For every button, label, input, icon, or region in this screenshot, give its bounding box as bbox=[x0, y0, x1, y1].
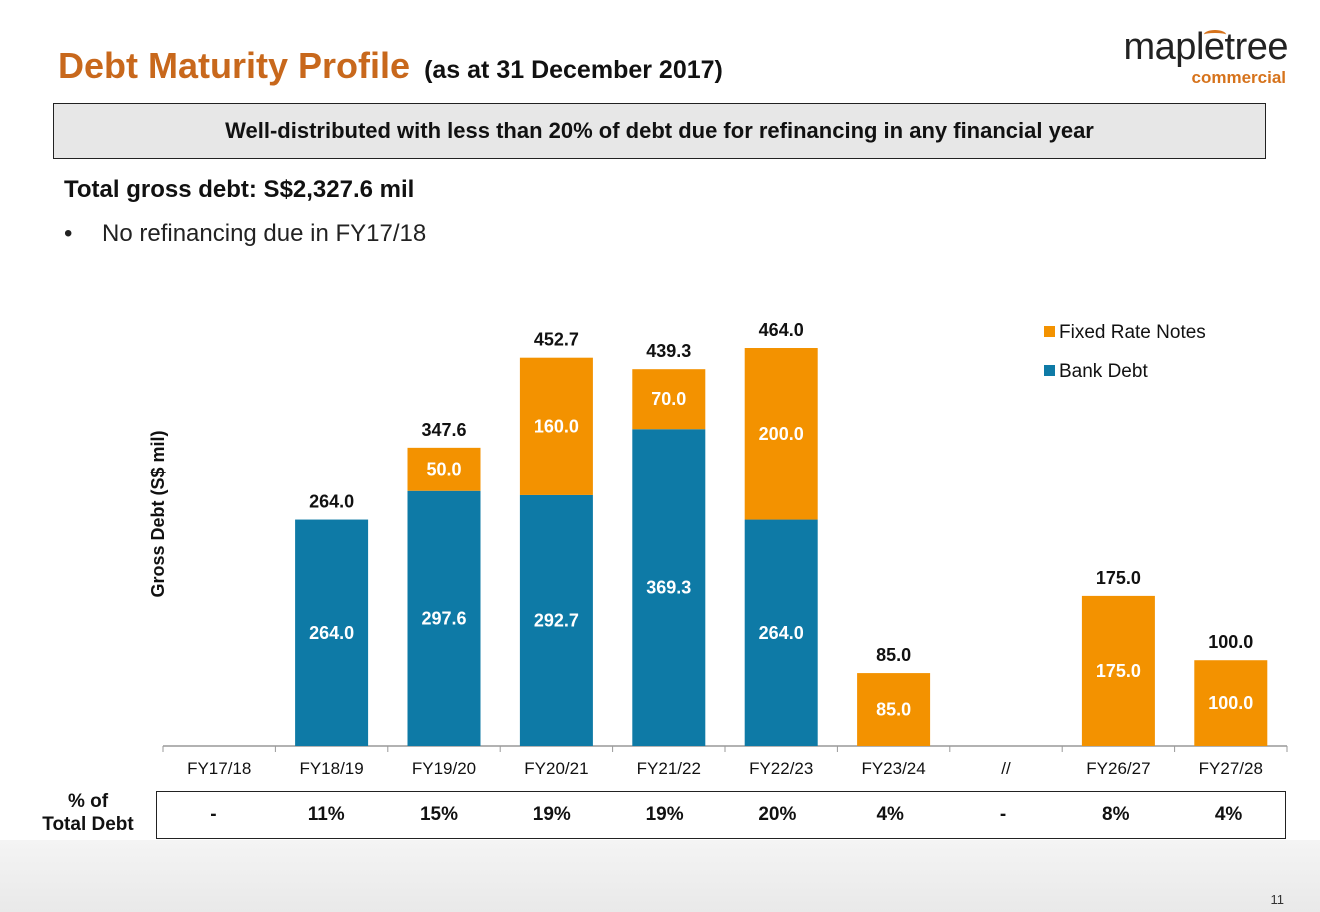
y-axis-label: Gross Debt (S$ mil) bbox=[148, 430, 168, 597]
x-tick-label: FY27/28 bbox=[1199, 759, 1263, 778]
data-label-fixed-rate-notes: 160.0 bbox=[534, 416, 579, 436]
pct-cell: 4% bbox=[1214, 804, 1243, 825]
bar-fixed-rate-notes bbox=[1081, 595, 1155, 746]
data-label-total: 439.3 bbox=[646, 341, 691, 361]
data-label-fixed-rate-notes: 175.0 bbox=[1096, 661, 1141, 681]
x-tick-label: FY17/18 bbox=[187, 759, 251, 778]
data-label-fixed-rate-notes: 85.0 bbox=[876, 700, 911, 720]
bar-fixed-rate-notes bbox=[632, 369, 706, 430]
pct-total-debt-table: - 11% 15% 19% 19% 20% 4% - 8% 4% bbox=[156, 791, 1286, 839]
x-tick-label: FY26/27 bbox=[1086, 759, 1150, 778]
x-tick-label: FY22/23 bbox=[749, 759, 813, 778]
bar-bank-debt bbox=[632, 429, 706, 746]
bar-fixed-rate-notes bbox=[857, 673, 931, 746]
key-message-banner: Well-distributed with less than 20% of d… bbox=[53, 103, 1266, 159]
debt-maturity-chart: FY17/18 264.0 264.0 FY18/19 297.6 50.0 347.6 FY… bbox=[148, 320, 1288, 778]
background-floor bbox=[0, 840, 1320, 912]
page-subtitle: (as at 31 December 2017) bbox=[424, 56, 723, 84]
pct-cell: - bbox=[210, 804, 217, 825]
bullet-point: • No refinancing due in FY17/18 bbox=[64, 220, 426, 248]
pct-cell: 4% bbox=[876, 804, 904, 825]
bar-bank-debt bbox=[744, 519, 818, 746]
data-label-total: 264.0 bbox=[309, 492, 354, 512]
data-label-bank-debt: 297.6 bbox=[421, 608, 466, 628]
x-tick-label: FY21/22 bbox=[637, 759, 701, 778]
data-label-total: 452.7 bbox=[534, 330, 579, 350]
pct-cell: 15% bbox=[419, 804, 458, 825]
total-gross-debt: Total gross debt: S$2,327.6 mil bbox=[64, 176, 415, 203]
data-label-bank-debt: 264.0 bbox=[309, 623, 354, 643]
x-tick-label: FY20/21 bbox=[524, 759, 588, 778]
legend-label: Fixed Rate Notes bbox=[1059, 322, 1206, 343]
data-label-bank-debt: 369.3 bbox=[646, 578, 691, 598]
x-tick-label: // bbox=[1001, 759, 1011, 778]
mapletree-logo: mapletree commercial bbox=[1096, 26, 1289, 88]
bar-bank-debt bbox=[407, 490, 481, 746]
data-label-total: 85.0 bbox=[876, 645, 911, 665]
pct-cell: 11% bbox=[307, 804, 345, 825]
logo-brand: mapletree bbox=[1123, 26, 1289, 68]
bar-bank-debt bbox=[519, 494, 593, 746]
data-label-total: 175.0 bbox=[1096, 568, 1141, 588]
bullet-icon: • bbox=[64, 220, 73, 247]
data-label-total: 100.0 bbox=[1208, 632, 1253, 652]
page-title: Debt Maturity Profile (as at 31 December… bbox=[58, 45, 723, 86]
bar-fixed-rate-notes bbox=[407, 447, 481, 491]
data-label-bank-debt: 264.0 bbox=[759, 623, 804, 643]
legend-label: Bank Debt bbox=[1059, 361, 1148, 382]
pct-cell: 19% bbox=[532, 804, 571, 825]
pct-cell: 20% bbox=[758, 804, 797, 825]
pct-cell: 8% bbox=[1102, 804, 1130, 825]
legend-swatch bbox=[1044, 365, 1055, 376]
pct-cell: - bbox=[999, 804, 1007, 825]
bullet-text: No refinancing due in FY17/18 bbox=[102, 220, 427, 247]
data-label-total: 464.0 bbox=[759, 320, 804, 340]
data-label-total: 347.6 bbox=[421, 420, 466, 440]
logo-swoosh-icon bbox=[1204, 30, 1226, 39]
bar-fixed-rate-notes bbox=[744, 348, 818, 520]
logo-sub: commercial bbox=[1191, 68, 1287, 87]
x-tick-label: FY19/20 bbox=[412, 759, 476, 778]
data-label-fixed-rate-notes: 50.0 bbox=[426, 459, 461, 479]
data-label-fixed-rate-notes: 100.0 bbox=[1208, 693, 1253, 713]
x-tick-label: FY23/24 bbox=[861, 759, 925, 778]
bar-fixed-rate-notes bbox=[1194, 660, 1268, 746]
pct-cell: 19% bbox=[645, 804, 684, 825]
legend-swatch bbox=[1044, 326, 1055, 337]
bar-bank-debt bbox=[295, 519, 369, 746]
page-number: 11 bbox=[1270, 892, 1285, 907]
data-label-bank-debt: 292.7 bbox=[534, 610, 579, 630]
bar-fixed-rate-notes bbox=[519, 357, 593, 495]
x-tick-label: FY18/19 bbox=[299, 759, 363, 778]
data-label-fixed-rate-notes: 70.0 bbox=[651, 389, 686, 409]
data-label-fixed-rate-notes: 200.0 bbox=[759, 424, 804, 444]
pct-row-label: % of Total Debt bbox=[42, 791, 134, 835]
